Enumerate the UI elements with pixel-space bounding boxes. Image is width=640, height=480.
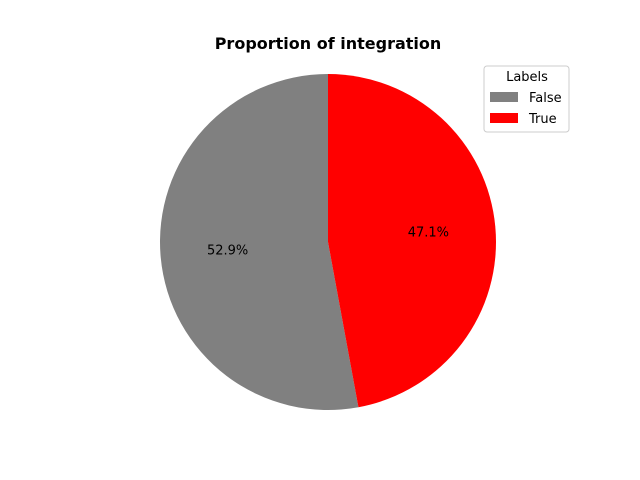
pie-slice-false [159,74,359,410]
pct-label-false: 52.9% [207,244,248,259]
legend-swatch-false [490,92,518,102]
legend: Labels False True [483,65,570,133]
legend-title: Labels [506,70,548,85]
pie-slices [159,74,496,410]
pct-label-true: 47.1% [408,225,449,240]
legend-label-false: False [529,91,562,106]
pie-slice-true [328,74,496,408]
legend-swatch-true [490,113,518,123]
percentage-labels: 52.9% 47.1% [207,225,449,258]
legend-label-true: True [528,112,557,127]
chart-title: Proportion of integration [215,34,442,53]
